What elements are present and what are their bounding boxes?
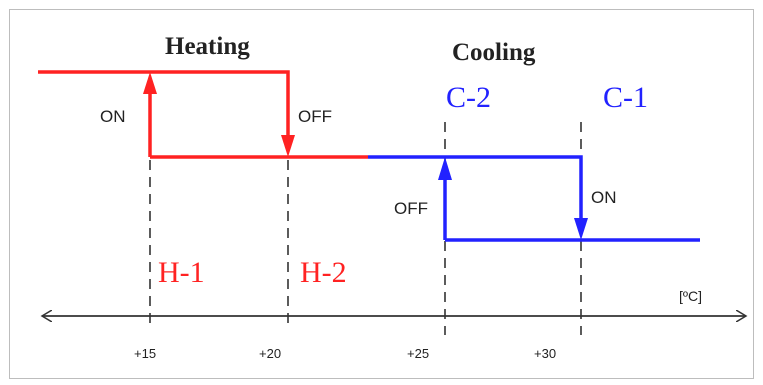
label-off-cooling: OFF <box>394 199 428 218</box>
label-off-heating: OFF <box>298 107 332 126</box>
heating-line <box>38 70 368 159</box>
heating-title: Heating <box>165 33 250 60</box>
label-c2: C-2 <box>446 81 491 114</box>
tick-20: +20 <box>259 346 281 361</box>
label-on-cooling: ON <box>591 188 617 207</box>
cooling-off-arrowhead <box>438 157 452 180</box>
unit-label: [ºC] <box>679 288 702 304</box>
tick-15: +15 <box>134 346 156 361</box>
tick-30: +30 <box>534 346 556 361</box>
label-h2: H-2 <box>300 256 347 289</box>
cooling-on-arrowhead <box>574 218 588 240</box>
cooling-title: Cooling <box>452 39 536 66</box>
heating-off-arrowhead <box>281 135 295 157</box>
label-c1: C-1 <box>603 81 648 114</box>
label-h1: H-1 <box>158 256 205 289</box>
tick-25: +25 <box>407 346 429 361</box>
cooling-line <box>368 155 700 242</box>
heating-on-arrowhead <box>143 72 157 94</box>
label-on-heating: ON <box>100 107 126 126</box>
